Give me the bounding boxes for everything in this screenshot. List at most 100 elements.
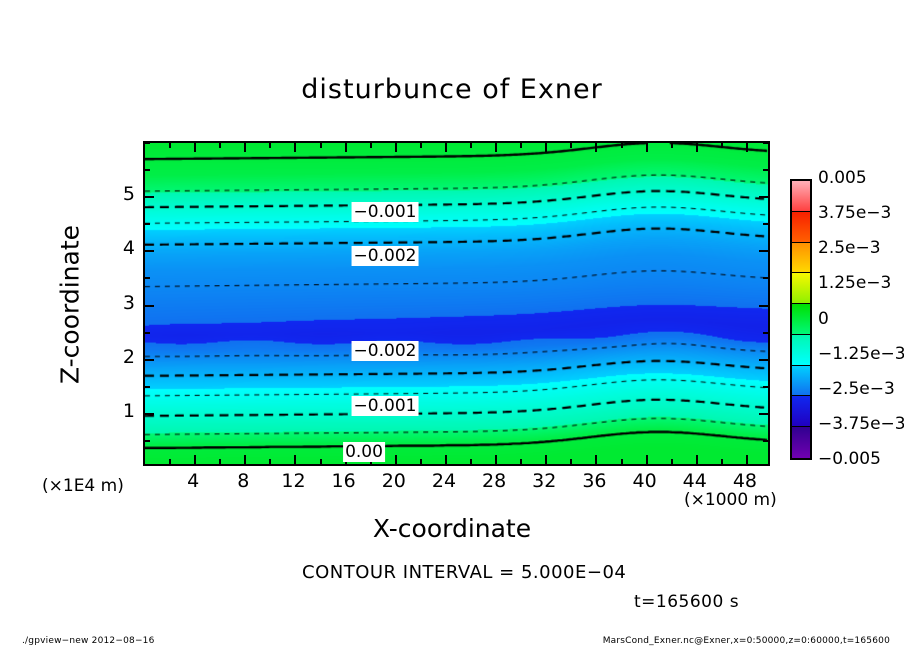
contour-label: −0.002 <box>351 341 419 361</box>
axis-tick <box>394 143 397 152</box>
axis-tick <box>194 143 197 152</box>
axis-tick <box>444 455 447 464</box>
axis-tick <box>369 143 372 148</box>
x-axis-tick-label: 20 <box>381 470 406 492</box>
axis-tick <box>759 412 768 415</box>
colorbar-band <box>792 181 810 212</box>
axis-tick <box>169 143 172 148</box>
contour-label: 0.00 <box>343 442 385 462</box>
axis-tick <box>470 459 473 464</box>
axis-tick <box>319 143 322 148</box>
x-axis-tick-label: 28 <box>482 470 507 492</box>
y-axis-tick-label: 2 <box>122 345 135 368</box>
colorbar[interactable] <box>790 179 812 460</box>
axis-tick <box>520 143 523 148</box>
axis-tick <box>545 143 548 152</box>
axis-tick <box>620 143 623 148</box>
axis-tick <box>720 459 723 464</box>
x-axis-tick-label: 24 <box>431 470 457 492</box>
axis-tick <box>759 358 768 361</box>
axis-tick <box>595 143 598 152</box>
colorbar-tick-label: −1.25e−3 <box>818 343 904 364</box>
axis-tick <box>759 196 768 199</box>
axis-tick <box>219 143 222 148</box>
axis-tick <box>145 169 150 172</box>
y-axis-tick-label: 5 <box>122 183 135 206</box>
colorbar-tick-label: −3.75e−3 <box>818 413 904 434</box>
x-axis-tick-label: 44 <box>682 470 707 492</box>
axis-tick <box>763 169 768 172</box>
contour-interval-label: CONTOUR INTERVAL = 5.000E−04 <box>302 562 627 583</box>
axis-tick <box>294 143 297 152</box>
axis-tick <box>244 455 247 464</box>
colorbar-band <box>792 304 810 335</box>
colorbar-band <box>792 427 810 458</box>
axis-tick <box>759 250 768 253</box>
axis-tick <box>145 385 150 388</box>
axis-tick <box>720 143 723 148</box>
axis-tick <box>763 277 768 280</box>
colorbar-tick-label: 0 <box>818 308 829 329</box>
axis-tick <box>670 459 673 464</box>
axis-tick <box>269 459 272 464</box>
axis-tick <box>145 331 150 334</box>
axis-tick <box>194 455 197 464</box>
time-stamp-label: t=165600 s <box>634 592 740 612</box>
axis-tick <box>145 143 150 144</box>
axis-tick <box>244 143 247 152</box>
axis-tick <box>763 385 768 388</box>
axis-tick <box>763 223 768 226</box>
axis-tick <box>470 143 473 148</box>
axis-tick <box>495 455 498 464</box>
y-axis-tick-label: 3 <box>122 291 135 314</box>
axis-tick <box>595 455 598 464</box>
axis-tick <box>570 143 573 148</box>
axis-tick <box>145 223 150 226</box>
axis-tick <box>419 459 422 464</box>
contour-field-canvas <box>145 143 768 464</box>
axis-tick <box>645 143 648 152</box>
footer-source-label: MarsCond_Exner.nc@Exner,x=0:50000,z=0:60… <box>602 636 890 646</box>
colorbar-band <box>792 211 810 243</box>
contour-label: −0.002 <box>351 246 419 266</box>
axis-tick <box>145 412 154 415</box>
axis-tick <box>145 250 154 253</box>
colorbar-tick-label: 2.5e−3 <box>818 238 881 259</box>
y-axis-tick-label: 4 <box>122 237 135 260</box>
axis-tick <box>145 304 154 307</box>
footer-command-label: ./gpview−new 2012−08−16 <box>22 636 155 646</box>
colorbar-band <box>792 365 810 397</box>
x-axis-unit-label: (×1000 m) <box>684 490 777 510</box>
page-title: disturbunce of Exner <box>301 74 603 105</box>
axis-tick <box>570 459 573 464</box>
axis-tick <box>294 455 297 464</box>
colorbar-tick-label: 1.25e−3 <box>818 273 892 294</box>
colorbar-tick-label: −2.5e−3 <box>818 378 895 399</box>
x-axis-tick-label: 12 <box>281 470 306 492</box>
colorbar-band <box>792 242 810 274</box>
axis-tick <box>763 331 768 334</box>
x-axis-tick-label: 40 <box>632 470 657 492</box>
colorbar-tick-label: −0.005 <box>818 449 881 469</box>
contour-plot-area[interactable] <box>143 141 770 466</box>
x-axis-tick-label: 16 <box>331 470 356 492</box>
axis-tick <box>520 459 523 464</box>
x-axis-tick-label: 8 <box>237 470 250 492</box>
contour-label: −0.001 <box>351 396 419 416</box>
axis-tick <box>319 459 322 464</box>
axis-tick <box>763 143 768 144</box>
colorbar-tick-label: 0.005 <box>818 168 867 188</box>
axis-tick <box>394 455 397 464</box>
x-axis-title: X-coordinate <box>372 514 532 543</box>
axis-tick <box>219 459 222 464</box>
axis-tick <box>645 455 648 464</box>
colorbar-band <box>792 273 810 305</box>
x-axis-tick-label: 4 <box>187 470 200 492</box>
colorbar-tick-label: 3.75e−3 <box>818 203 892 224</box>
axis-tick <box>444 143 447 152</box>
x-axis-tick-label: 48 <box>732 470 757 492</box>
axis-tick <box>145 358 154 361</box>
x-axis-tick-label: 36 <box>582 470 607 492</box>
axis-tick <box>169 459 172 464</box>
axis-tick <box>419 143 422 148</box>
